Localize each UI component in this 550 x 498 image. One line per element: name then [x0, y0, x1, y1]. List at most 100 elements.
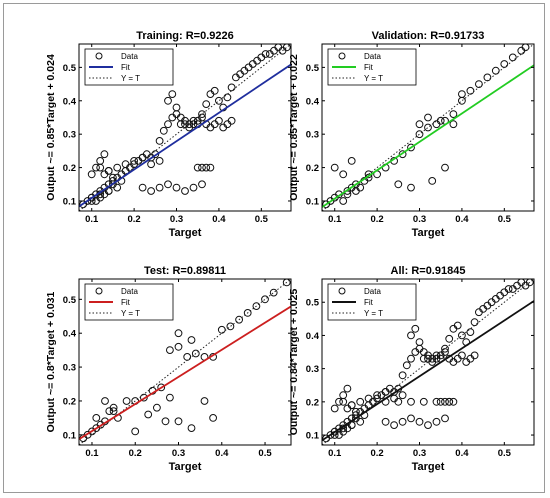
- data-point: [217, 325, 226, 334]
- data-point: [202, 163, 211, 172]
- x-axis-label: Target: [169, 227, 202, 239]
- chart-panel-2: 0.1 0.2 0.3 0.4 0.5 0.1 0.2 0.3 0.4 0.5 Validation…: [288, 30, 535, 239]
- data-point: [252, 302, 261, 311]
- data-point: [441, 397, 449, 406]
- data-point: [407, 397, 415, 406]
- x-tick-label: 0.2: [128, 214, 141, 225]
- data-point: [215, 116, 223, 125]
- data-point: [187, 424, 196, 433]
- data-point: [504, 285, 513, 293]
- x-tick-label: 0.2: [371, 448, 384, 459]
- data-point: [174, 342, 183, 351]
- y-tick-label: 0.2: [63, 396, 76, 407]
- data-point: [147, 160, 156, 169]
- data-point: [415, 130, 424, 139]
- chart-title: Validation: R=0.91733: [372, 30, 485, 42]
- data-point: [172, 103, 181, 112]
- data-point: [419, 348, 428, 356]
- data-point: [470, 351, 479, 360]
- plot-content: [322, 44, 534, 211]
- data-point: [166, 346, 174, 355]
- data-point: [407, 143, 415, 152]
- chart-panel-3: 0.1 0.2 0.3 0.4 0.5 0.1 0.2 0.3 0.4 0.5 Test: R=0.…: [45, 265, 292, 473]
- data-point: [449, 110, 458, 118]
- y-axis-label: Output ~= 0.85*Target + 0.024: [45, 54, 57, 201]
- data-point: [441, 414, 449, 423]
- x-tick-label: 0.4: [455, 214, 469, 225]
- data-point: [407, 414, 415, 423]
- y-tick-label: 0.4: [306, 96, 320, 107]
- fit-line: [79, 305, 291, 441]
- data-point: [243, 309, 252, 317]
- data-point: [411, 324, 420, 333]
- legend-label-y-t: Y = T: [121, 309, 140, 318]
- x-tick-label: 0.1: [85, 214, 99, 225]
- data-point: [415, 120, 424, 129]
- data-point: [282, 279, 291, 287]
- data-point: [356, 397, 365, 406]
- y-tick-label: 0.5: [63, 295, 77, 306]
- data-point: [436, 397, 445, 406]
- x-axis-label: Target: [169, 461, 202, 473]
- data-point: [174, 329, 183, 338]
- data-point: [164, 96, 172, 105]
- data-point: [330, 427, 339, 436]
- legend-label-data: Data: [121, 287, 138, 296]
- data-point: [164, 180, 172, 189]
- y-axis-label: Output ~= 0.85*Target + 0.022: [288, 54, 300, 201]
- data-point: [202, 100, 211, 108]
- data-point: [424, 123, 432, 132]
- data-point: [227, 83, 236, 92]
- chart-title: All: R=0.91845: [391, 265, 466, 277]
- data-point: [335, 397, 343, 406]
- data-point: [424, 113, 432, 122]
- data-point: [261, 295, 269, 304]
- data-point: [147, 187, 156, 195]
- data-point: [402, 361, 411, 370]
- chart-panel-4: 0.1 0.2 0.3 0.4 0.5 0.1 0.2 0.3 0.4 0.5 All: R=0.9…: [288, 265, 535, 473]
- data-point: [191, 349, 200, 358]
- data-point: [428, 177, 437, 185]
- x-tick-label: 0.5: [258, 448, 272, 459]
- chart-title: Test: R=0.89811: [144, 265, 226, 277]
- data-point: [394, 397, 403, 406]
- data-point: [432, 397, 441, 406]
- data-point: [415, 338, 424, 347]
- data-point: [155, 137, 164, 145]
- data-point: [525, 279, 534, 287]
- axes-box: [78, 278, 292, 446]
- data-point: [419, 397, 428, 406]
- data-point: [153, 403, 161, 412]
- data-point: [131, 427, 140, 436]
- data-point: [364, 394, 373, 403]
- data-point: [398, 150, 407, 159]
- y-tick-label: 0.4: [63, 96, 77, 107]
- identity-line: [322, 279, 534, 445]
- x-tick-label: 0.1: [85, 448, 99, 459]
- data-point: [226, 322, 235, 331]
- data-point: [113, 163, 122, 172]
- y-tick-label: 0.2: [63, 163, 76, 174]
- legend-label-fit: Fit: [364, 63, 374, 72]
- y-tick-label: 0.2: [306, 163, 319, 174]
- legend-label-y-t: Y = T: [364, 309, 383, 318]
- identity-line: [322, 44, 534, 211]
- x-tick-label: 0.2: [129, 448, 142, 459]
- data-point: [282, 44, 291, 52]
- data-point: [198, 113, 206, 122]
- data-point: [441, 348, 449, 356]
- data-point: [432, 417, 441, 426]
- data-point: [109, 407, 118, 416]
- y-tick-label: 0.1: [63, 430, 77, 441]
- data-point: [155, 183, 164, 192]
- x-tick-label: 0.5: [498, 214, 512, 225]
- y-tick-label: 0.3: [306, 130, 319, 141]
- data-point: [458, 331, 466, 340]
- x-tick-label: 0.1: [328, 214, 342, 225]
- data-point: [122, 397, 131, 405]
- data-point: [130, 157, 139, 165]
- x-tick-label: 0.5: [498, 448, 512, 459]
- data-point: [174, 417, 183, 426]
- y-tick-label: 0.4: [63, 329, 77, 340]
- chart-title: Training: R=0.9226: [136, 30, 234, 42]
